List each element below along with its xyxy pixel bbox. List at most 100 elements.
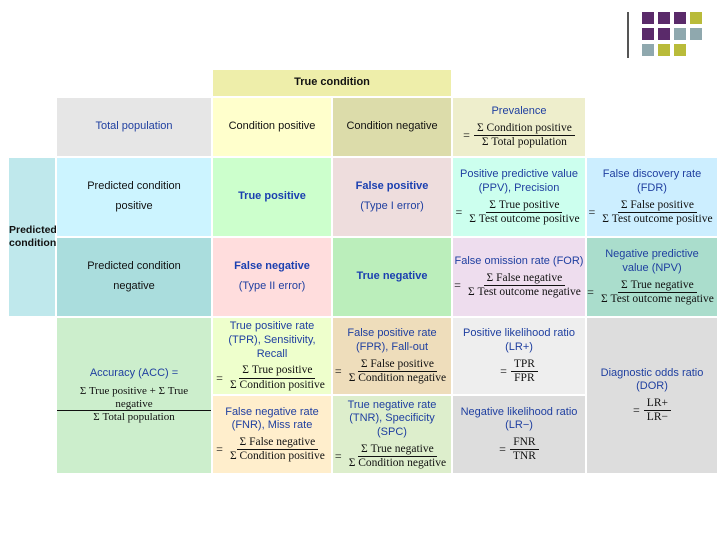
condition-negative-cell: Condition negative [332, 97, 452, 157]
predicted-condition-label: Predicted condition [9, 223, 57, 249]
lr-neg-cell: Negative likelihood ratio (LR−) = FNR TNR [452, 395, 586, 474]
formula-numerator: Σ False negative [483, 272, 566, 286]
dor-formula: LR+ LR− [643, 397, 671, 424]
equals-sign: = [463, 127, 470, 142]
tnr-formula: Σ True negative Σ Condition negative [346, 443, 449, 470]
total-population-label: Total population [95, 120, 173, 133]
formula-numerator: Σ True positive [239, 364, 316, 379]
npv-label: Negative predictive value (NPV) [605, 248, 699, 274]
ppv-label: Positive predictive value (PPV), Precisi… [459, 168, 578, 194]
formula-numerator: FNR [510, 436, 539, 451]
equals-sign: = [499, 442, 506, 457]
tpr-cell: True positive rate (TPR), Sensitivity, R… [212, 317, 332, 395]
deco-divider [627, 12, 629, 58]
npv-formula: Σ True negative Σ Test outcome negative [598, 279, 717, 306]
deco-square [642, 12, 654, 24]
prevalence-label: Prevalence [491, 104, 547, 117]
deco-square [674, 44, 686, 56]
formula-denominator: Σ Total population [93, 411, 175, 424]
condition-negative-label: Condition negative [346, 120, 438, 133]
formula-denominator: Σ Condition negative [348, 371, 447, 384]
tpr-label: True positive rate (TPR), Sensitivity, R… [228, 320, 316, 360]
formula-numerator: Σ False positive [357, 358, 437, 372]
formula-denominator: Σ Condition positive [229, 450, 325, 463]
false-negative-label: False negative [234, 260, 310, 273]
true-positive-cell: True positive [212, 157, 332, 237]
prevalence-cell: Prevalence = Σ Condition positive Σ Total… [452, 97, 586, 157]
formula-denominator: Σ Test outcome negative [467, 285, 581, 298]
for-cell: False omission rate (FOR) = Σ False nega… [452, 237, 586, 317]
equals-sign: = [216, 442, 223, 457]
accuracy-formula: Σ True positive + Σ True negative Σ Total… [57, 385, 211, 424]
deco-square [642, 44, 654, 56]
formula-denominator: Σ Condition negative [348, 457, 447, 470]
formula-numerator: TPR [510, 358, 538, 372]
equals-sign: = [334, 363, 342, 378]
fpr-formula: Σ False positive Σ Condition negative [346, 358, 449, 385]
total-population-cell: Total population [56, 97, 212, 157]
formula-denominator: FPR [514, 371, 535, 384]
equals-sign: = [587, 284, 594, 299]
equals-sign: = [454, 277, 461, 292]
npv-cell: Negative predictive value (NPV) = Σ True… [586, 237, 718, 317]
lr-pos-formula: TPR FPR [510, 358, 538, 385]
false-negative-cell: False negative (Type II error) [212, 237, 332, 317]
true-negative-cell: True negative [332, 237, 452, 317]
formula-denominator: LR− [646, 411, 668, 424]
deco-square [658, 28, 670, 40]
equals-sign: = [216, 370, 223, 385]
fnr-formula: Σ False negative Σ Condition positive [227, 436, 328, 463]
predicted-positive-cell: Predicted condition positive [56, 157, 212, 237]
fpr-cell: False positive rate (FPR), Fall-out = Σ … [332, 317, 452, 395]
formula-denominator: Σ Condition positive [229, 378, 325, 391]
equals-sign: = [588, 204, 596, 219]
formula-denominator: Σ Test outcome positive [602, 212, 713, 225]
condition-positive-label: Condition positive [228, 120, 316, 133]
true-positive-label: True positive [238, 190, 306, 203]
formula-numerator: Σ True negative [358, 443, 437, 458]
formula-numerator: Σ False negative [236, 436, 319, 451]
fdr-cell: False discovery rate (FDR) = Σ False pos… [586, 157, 718, 237]
ppv-formula: Σ True positive Σ Test outcome positive [466, 199, 582, 226]
tpr-formula: Σ True positive Σ Condition positive [227, 364, 328, 391]
predicted-positive-label: Predicted condition positive [87, 180, 181, 212]
formula-denominator: Σ Test outcome positive [469, 212, 580, 225]
true-condition-label: True condition [294, 76, 370, 89]
true-negative-label: True negative [356, 270, 428, 283]
predicted-negative-cell: Predicted condition negative [56, 237, 212, 317]
formula-denominator: Σ Total population [481, 135, 567, 148]
for-formula: Σ False negative Σ Test outcome negative [465, 272, 584, 299]
predicted-negative-label: Predicted condition negative [87, 260, 181, 292]
condition-positive-cell: Condition positive [212, 97, 332, 157]
dor-label: Diagnostic odds ratio (DOR) [600, 366, 704, 393]
equals-sign: = [633, 403, 640, 418]
equals-sign: = [334, 449, 342, 464]
formula-numerator: Σ True positive + Σ True negative [57, 385, 211, 412]
for-label: False omission rate (FOR) [454, 254, 584, 267]
formula-numerator: LR+ [643, 397, 671, 412]
lr-neg-label: Negative likelihood ratio (LR−) [460, 405, 578, 432]
tnr-label: True negative rate (TNR), Specificity (S… [347, 398, 437, 439]
predicted-condition-header: Predicted condition [8, 157, 57, 317]
equals-sign: = [455, 204, 463, 219]
type-two-error-label: (Type II error) [238, 280, 306, 292]
fnr-label: False negative rate (FNR), Miss rate [225, 405, 319, 432]
formula-denominator: TNR [512, 450, 536, 463]
formula-numerator: Σ Condition positive [473, 122, 575, 136]
formula-numerator: Σ True negative [618, 279, 697, 293]
fnr-cell: False negative rate (FNR), Miss rate = Σ… [212, 395, 332, 474]
false-positive-cell: False positive (Type I error) [332, 157, 452, 237]
accuracy-cell: Accuracy (ACC) = Σ True positive + Σ Tru… [56, 317, 212, 474]
accuracy-label: Accuracy (ACC) = [89, 367, 179, 380]
tnr-cell: True negative rate (TNR), Specificity (S… [332, 395, 452, 474]
ppv-cell: Positive predictive value (PPV), Precisi… [452, 157, 586, 237]
fdr-formula: Σ False positive Σ Test outcome positive [599, 199, 715, 226]
formula-numerator: Σ True positive [486, 199, 563, 213]
deco-square [658, 44, 670, 56]
lr-pos-label: Positive likelihood ratio (LR+) [463, 327, 575, 353]
false-positive-label: False positive [355, 180, 429, 193]
prevalence-formula: Σ Condition positive Σ Total population [473, 122, 575, 149]
lr-neg-formula: FNR TNR [510, 436, 539, 463]
deco-square [674, 12, 686, 24]
type-one-error-label: (Type I error) [360, 200, 424, 212]
